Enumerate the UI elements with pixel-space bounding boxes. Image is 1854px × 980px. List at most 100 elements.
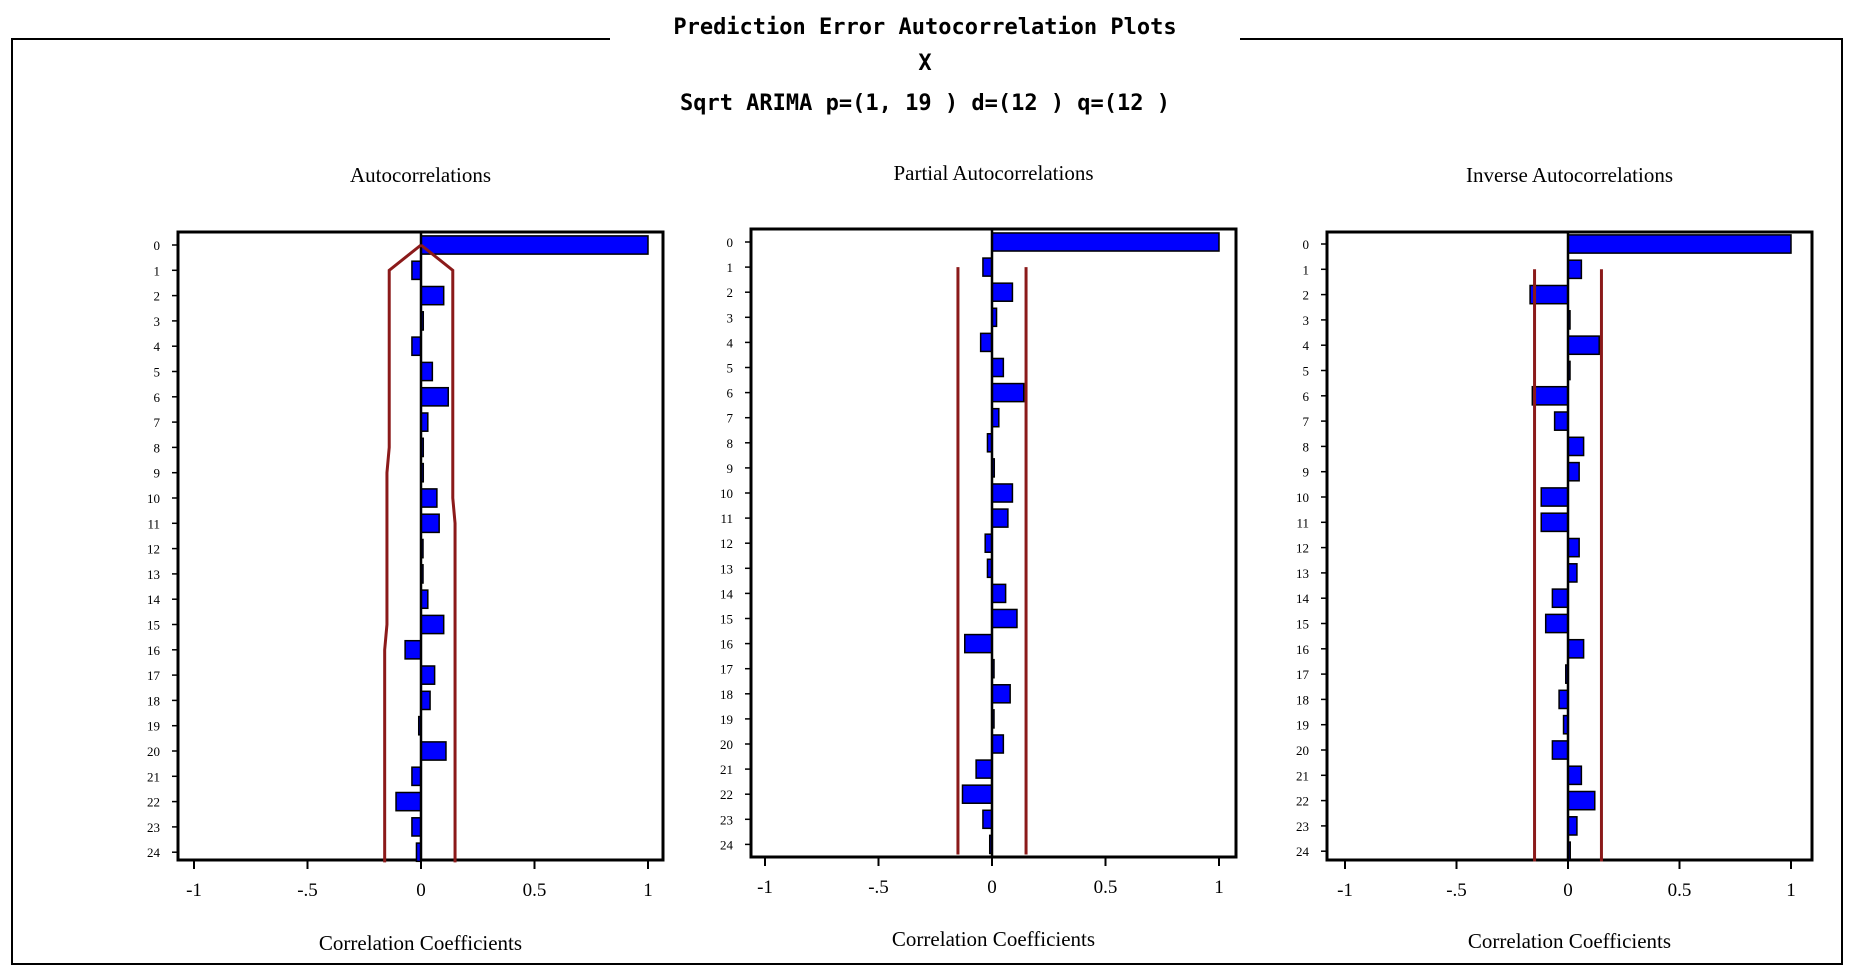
plot-title: Autocorrelations	[350, 163, 491, 187]
bar-lag-6	[1531, 385, 1569, 406]
lag-tick-label: 18	[1296, 692, 1309, 707]
lag-tick-label: 23	[147, 820, 160, 835]
lag-tick-label: 15	[147, 618, 160, 633]
bar-lag-0	[1567, 234, 1792, 254]
lag-tick-label: 7	[727, 411, 734, 426]
lag-tick-label: 24	[1296, 844, 1310, 859]
bar-lag-17	[420, 665, 436, 685]
x-tick-label: -.5	[1446, 880, 1467, 901]
lag-tick-label: 14	[1296, 591, 1310, 606]
bar-lag-21	[975, 759, 993, 779]
x-tick-label: -1	[1337, 880, 1353, 901]
lag-tick-label: 0	[154, 238, 161, 253]
bar-lag-20	[991, 734, 1005, 754]
model-description: Sqrt ARIMA p=(1, 19 ) d=(12 ) q=(12 )	[680, 91, 1170, 116]
lag-tick-label: 4	[154, 339, 161, 354]
lower-confidence-bound	[383, 243, 422, 863]
bar-lag-18	[420, 690, 431, 711]
lag-tick-label: 24	[147, 845, 161, 860]
lag-tick-label: 19	[720, 712, 733, 727]
lag-tick-label: 13	[1296, 566, 1309, 581]
lag-tick-label: 6	[1303, 389, 1310, 404]
lag-tick-label: 2	[727, 285, 734, 300]
lag-tick-label: 19	[147, 719, 160, 734]
lag-tick-label: 21	[1296, 768, 1309, 783]
x-tick-label: -.5	[868, 877, 889, 898]
bar-lag-14	[991, 583, 1007, 604]
lag-tick-label: 9	[154, 466, 161, 481]
bar-lag-16	[1567, 638, 1585, 659]
lag-tick-label: 20	[720, 737, 733, 752]
lag-tick-label: 16	[720, 637, 734, 652]
lag-tick-label: 18	[147, 693, 160, 708]
lag-tick-label: 0	[727, 235, 734, 250]
lag-tick-label: 5	[727, 361, 734, 376]
lag-tick-label: 12	[720, 536, 733, 551]
bar-lag-11	[1540, 512, 1569, 533]
lag-tick-label: 17	[147, 668, 161, 683]
bar-lag-15	[1544, 613, 1569, 634]
x-tick-label: 1	[1214, 877, 1224, 898]
lag-tick-label: 21	[147, 769, 160, 784]
lag-tick-label: 1	[154, 263, 161, 278]
bar-lag-4	[979, 332, 993, 353]
inverse-autocorrelations-plot: Inverse Autocorrelations0123456789101112…	[1296, 163, 1814, 953]
bar-lag-20	[1551, 740, 1569, 760]
autocorrelations-plot: Autocorrelations012345678910111213141516…	[147, 163, 665, 955]
bar-lag-6	[991, 382, 1025, 403]
lag-tick-label: 3	[154, 314, 161, 329]
x-tick-label: -1	[757, 877, 773, 898]
lag-tick-label: 5	[154, 365, 161, 380]
bar-lag-13	[1567, 563, 1578, 583]
partial-autocorrelations-plot: Partial Autocorrelations0123456789101112…	[720, 161, 1238, 951]
bar-lag-21	[411, 766, 422, 787]
lag-tick-label: 24	[720, 837, 734, 852]
lag-tick-label: 4	[1303, 338, 1310, 353]
lag-tick-label: 11	[147, 516, 160, 531]
lag-tick-label: 19	[1296, 718, 1309, 733]
bar-lag-22	[1567, 790, 1596, 811]
x-tick-label: 0	[1563, 880, 1573, 901]
lag-tick-label: 11	[1296, 515, 1309, 530]
upper-confidence-bound	[420, 243, 457, 863]
bar-lag-1	[982, 257, 993, 277]
lag-tick-label: 9	[1303, 465, 1310, 480]
bar-lag-8	[1567, 436, 1585, 457]
bar-lag-2	[991, 282, 1014, 302]
lag-tick-label: 10	[720, 486, 733, 501]
lag-tick-label: 13	[720, 561, 733, 576]
bar-lag-18	[1558, 689, 1569, 710]
bar-lag-4	[1567, 335, 1600, 356]
lag-tick-label: 12	[147, 542, 160, 557]
bar-lag-20	[420, 741, 447, 761]
bar-lag-21	[1567, 765, 1583, 786]
x-tick-label: 1	[643, 880, 653, 901]
bar-lag-23	[1567, 816, 1578, 836]
bar-lag-11	[991, 508, 1009, 528]
bar-lag-23	[411, 817, 422, 837]
bar-lag-0	[991, 232, 1220, 252]
lag-tick-label: 2	[1303, 288, 1310, 303]
lag-tick-label: 13	[147, 567, 160, 582]
lag-tick-label: 3	[727, 310, 734, 325]
bar-lag-10	[420, 488, 438, 508]
variable-name: X	[918, 51, 931, 76]
bar-lag-16	[964, 633, 993, 654]
lag-tick-label: 16	[1296, 642, 1310, 657]
lag-tick-label: 23	[1296, 819, 1309, 834]
lag-tick-label: 0	[1303, 237, 1310, 252]
bar-lag-5	[991, 357, 1005, 378]
lag-tick-label: 22	[1296, 794, 1309, 809]
lag-tick-label: 20	[147, 744, 160, 759]
lag-tick-label: 5	[1303, 364, 1310, 379]
lag-tick-label: 8	[1303, 439, 1310, 454]
bar-lag-14	[1551, 588, 1569, 609]
lag-tick-label: 11	[720, 511, 733, 526]
bar-lag-2	[420, 285, 445, 306]
lag-tick-label: 20	[1296, 743, 1309, 758]
bar-lag-1	[411, 260, 422, 281]
lag-tick-label: 1	[1303, 262, 1310, 277]
bar-lag-0	[420, 235, 649, 255]
bar-lag-10	[991, 483, 1014, 503]
